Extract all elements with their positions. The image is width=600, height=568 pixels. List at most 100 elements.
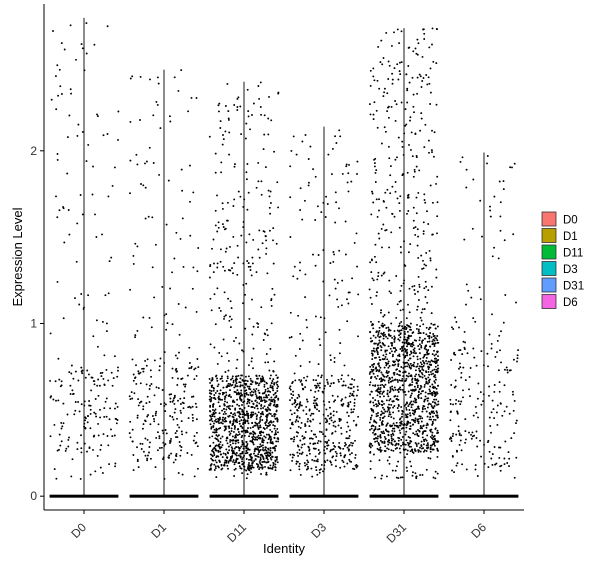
point — [346, 421, 349, 424]
point — [128, 395, 131, 398]
point — [222, 386, 225, 389]
point — [106, 435, 109, 437]
point — [224, 395, 227, 398]
point — [392, 411, 395, 414]
point — [380, 349, 383, 352]
point — [394, 447, 397, 450]
point — [272, 227, 275, 230]
point — [334, 425, 337, 428]
point — [171, 271, 174, 274]
point — [401, 145, 404, 148]
point — [299, 269, 301, 272]
point — [233, 165, 236, 168]
point — [221, 435, 224, 438]
point — [386, 374, 389, 377]
point — [383, 440, 386, 443]
point — [239, 381, 242, 384]
point — [420, 345, 423, 347]
point — [231, 435, 234, 438]
point — [339, 466, 342, 469]
point — [472, 414, 475, 417]
point — [407, 405, 410, 408]
point — [227, 415, 230, 418]
point — [428, 373, 431, 376]
point — [427, 376, 430, 379]
point — [305, 398, 308, 401]
point — [180, 446, 183, 449]
point — [341, 398, 344, 401]
point — [352, 419, 355, 422]
point — [250, 466, 252, 469]
point — [209, 297, 212, 300]
point — [476, 445, 479, 448]
point — [276, 420, 279, 423]
point — [265, 400, 268, 403]
point — [387, 448, 390, 451]
point — [290, 149, 293, 152]
point — [266, 328, 268, 331]
point — [60, 427, 63, 430]
point — [274, 460, 277, 463]
point — [452, 352, 455, 355]
point — [378, 209, 380, 212]
point — [63, 241, 66, 244]
point — [435, 28, 438, 30]
point — [318, 451, 321, 454]
point — [415, 52, 418, 55]
point — [425, 381, 428, 384]
point — [268, 229, 271, 232]
point — [434, 393, 437, 396]
point — [419, 384, 422, 387]
point — [269, 202, 272, 204]
point — [371, 444, 374, 447]
zero-points-d11 — [209, 494, 279, 498]
point — [85, 52, 88, 55]
point — [376, 414, 379, 417]
point — [422, 28, 425, 31]
point — [403, 279, 406, 282]
point — [266, 441, 269, 444]
point — [147, 215, 150, 218]
point — [404, 356, 407, 358]
point — [509, 166, 512, 169]
point — [299, 401, 302, 404]
point — [400, 101, 403, 104]
point — [115, 418, 118, 420]
point — [371, 349, 373, 352]
point — [268, 455, 271, 458]
point — [240, 467, 243, 470]
point — [505, 405, 508, 408]
point — [387, 311, 390, 314]
point — [99, 372, 102, 375]
point — [266, 396, 269, 399]
point — [165, 223, 168, 226]
point — [240, 133, 243, 136]
point — [296, 277, 299, 280]
point — [390, 231, 393, 234]
point — [406, 365, 409, 368]
point — [86, 421, 89, 424]
point — [394, 158, 397, 161]
point — [298, 465, 301, 468]
point — [209, 395, 212, 398]
point — [105, 397, 108, 400]
point — [268, 195, 271, 198]
point — [246, 419, 249, 422]
point — [411, 412, 414, 415]
point — [370, 425, 373, 428]
point — [224, 130, 227, 133]
point — [499, 402, 502, 405]
point — [226, 219, 229, 222]
point — [421, 368, 424, 371]
point — [419, 75, 422, 78]
point — [417, 373, 420, 376]
point — [404, 379, 407, 382]
group-d31 — [368, 27, 440, 498]
point — [238, 342, 241, 345]
point — [218, 102, 221, 105]
point — [385, 423, 388, 426]
point — [83, 400, 86, 403]
point — [355, 464, 358, 466]
point — [350, 411, 353, 414]
point — [134, 336, 137, 339]
